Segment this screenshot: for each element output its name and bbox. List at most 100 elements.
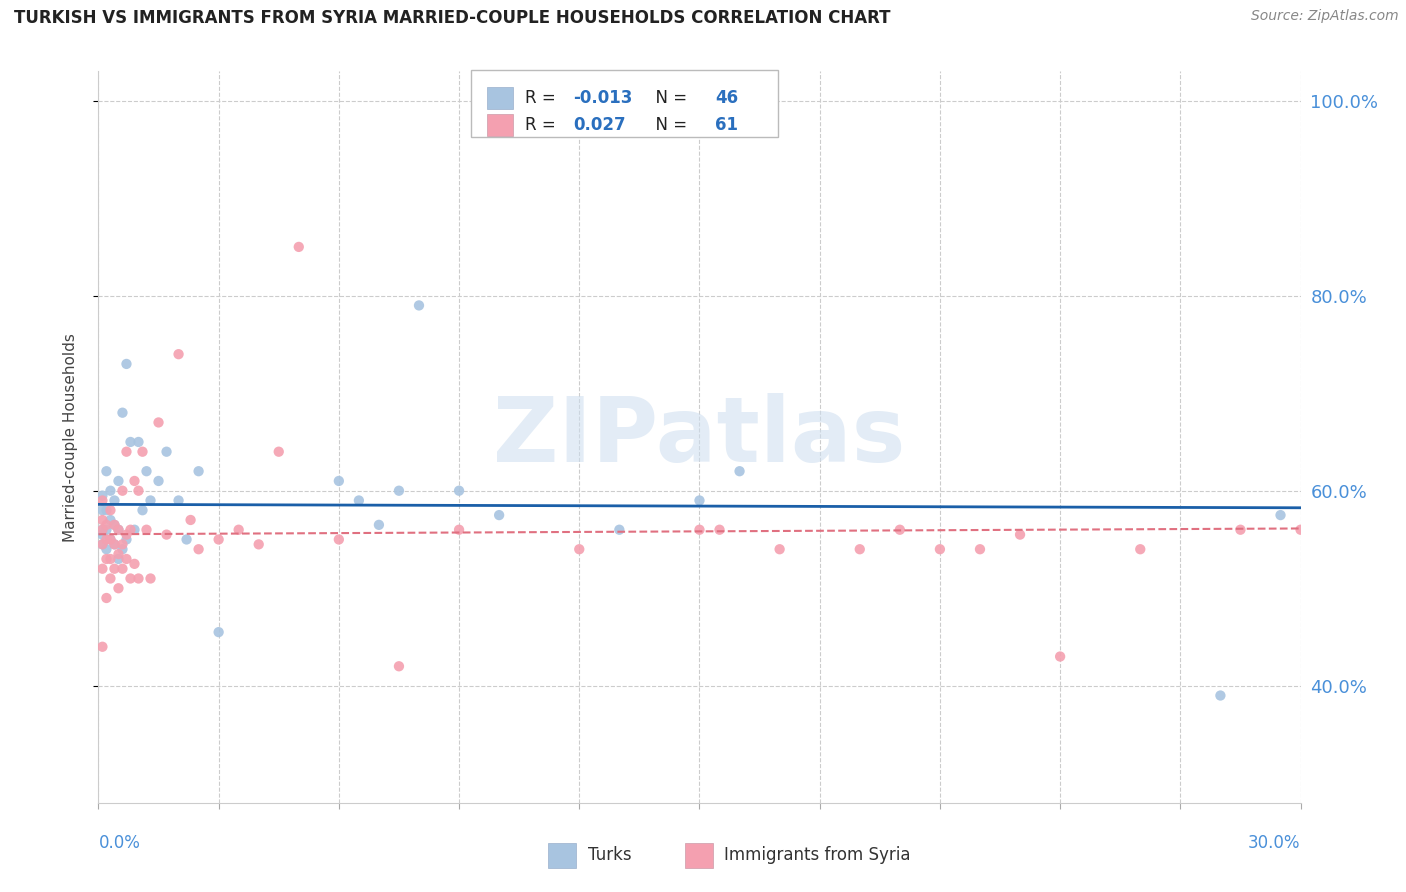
Point (91, 503, 114, 517)
Point (96, 542, 118, 557)
Point (91, 489, 114, 503)
Point (115, 533, 138, 547)
Point (1129, 542, 1152, 557)
Point (96, 464, 118, 478)
Point (328, 533, 350, 547)
Point (128, 483, 150, 498)
Point (107, 474, 129, 488)
Point (728, 464, 751, 478)
Point (969, 542, 991, 557)
Point (1270, 508, 1292, 522)
Point (568, 542, 591, 557)
Point (103, 517, 125, 532)
Point (100, 572, 122, 586)
Point (347, 493, 370, 508)
Point (115, 527, 138, 541)
Point (107, 523, 129, 537)
FancyBboxPatch shape (471, 70, 778, 137)
Point (91, 562, 114, 576)
Text: N =: N = (645, 88, 693, 106)
Point (100, 483, 122, 498)
Point (124, 523, 146, 537)
Point (100, 552, 122, 566)
Point (769, 542, 792, 557)
Point (128, 572, 150, 586)
Point (408, 298, 430, 312)
Point (447, 483, 470, 498)
Text: -0.013: -0.013 (574, 88, 633, 106)
Point (91, 513, 114, 527)
Bar (486, 87, 513, 109)
Point (103, 537, 125, 551)
Point (100, 533, 122, 547)
Point (228, 523, 250, 537)
Text: Source: ZipAtlas.com: Source: ZipAtlas.com (1251, 9, 1399, 23)
Point (167, 347, 190, 361)
Point (107, 547, 129, 561)
Point (111, 562, 134, 576)
Text: N =: N = (645, 116, 693, 134)
Point (96, 503, 118, 517)
Point (187, 464, 209, 478)
Point (91, 527, 114, 541)
Point (368, 517, 391, 532)
Text: 30.0%: 30.0% (1249, 834, 1301, 852)
Point (328, 474, 350, 488)
Point (120, 434, 142, 449)
Point (115, 552, 138, 566)
Point (96, 523, 118, 537)
Point (91, 537, 114, 551)
Point (100, 513, 122, 527)
Point (488, 508, 510, 522)
Point (115, 444, 138, 458)
Point (100, 503, 122, 517)
Point (96, 552, 118, 566)
Point (689, 523, 711, 537)
Point (689, 493, 711, 508)
Point (388, 659, 411, 673)
Point (111, 537, 134, 551)
Y-axis label: Married-couple Households: Married-couple Households (63, 333, 77, 541)
Point (148, 474, 170, 488)
Point (111, 483, 134, 498)
Point (91, 523, 114, 537)
Point (155, 527, 177, 541)
Point (91, 493, 114, 508)
Point (849, 542, 872, 557)
Point (124, 474, 146, 488)
Point (889, 523, 911, 537)
Point (111, 406, 134, 420)
Point (96, 533, 118, 547)
Point (120, 523, 142, 537)
Point (447, 523, 470, 537)
Point (131, 503, 153, 517)
Point (155, 444, 177, 458)
Point (288, 240, 311, 254)
Point (1209, 689, 1232, 703)
Text: 46: 46 (716, 88, 738, 106)
Text: TURKISH VS IMMIGRANTS FROM SYRIA MARRIED-COUPLE HOUSEHOLDS CORRELATION CHART: TURKISH VS IMMIGRANTS FROM SYRIA MARRIED… (14, 9, 890, 27)
Point (96, 517, 118, 532)
Text: Turks: Turks (588, 847, 631, 864)
Point (100, 533, 122, 547)
Point (124, 557, 146, 571)
Text: 61: 61 (716, 116, 738, 134)
Point (167, 493, 190, 508)
Point (208, 625, 231, 640)
Point (929, 542, 952, 557)
Point (103, 517, 125, 532)
Point (139, 572, 162, 586)
Point (115, 357, 138, 371)
Point (107, 523, 129, 537)
Point (709, 523, 731, 537)
Point (103, 537, 125, 551)
Point (609, 523, 631, 537)
Point (107, 581, 129, 595)
Text: ZIPatlas: ZIPatlas (494, 393, 905, 481)
Text: 0.027: 0.027 (574, 116, 626, 134)
Point (107, 552, 129, 566)
Point (91, 537, 114, 551)
Bar (486, 113, 513, 136)
Point (91, 640, 114, 654)
Point (135, 523, 157, 537)
